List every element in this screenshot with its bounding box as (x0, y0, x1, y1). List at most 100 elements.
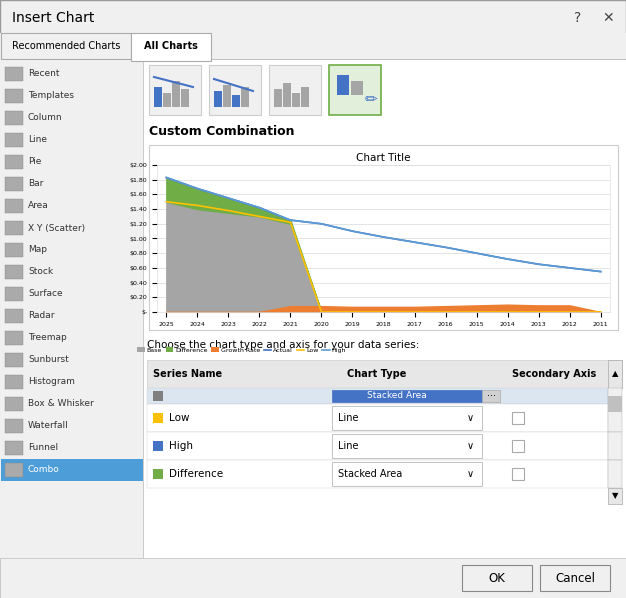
Bar (5, 375, 23, 389)
Bar (5, 397, 23, 411)
Text: ✕: ✕ (602, 11, 614, 25)
Bar (0, 33, 626, 34)
Text: Column: Column (28, 114, 63, 123)
Bar (337, 75, 349, 95)
Text: Recent: Recent (28, 69, 59, 78)
Text: Choose the chart type and axis for your data series:: Choose the chart type and axis for your … (147, 340, 419, 350)
Text: Cancel: Cancel (555, 572, 595, 584)
Bar (351, 81, 363, 95)
Text: ▼: ▼ (612, 492, 618, 501)
Bar (5, 199, 23, 213)
Bar (147, 404, 608, 432)
Text: Funnel: Funnel (28, 444, 58, 453)
Bar (181, 89, 189, 107)
Bar (143, 59, 144, 558)
Bar (5, 331, 23, 345)
Bar (154, 87, 162, 107)
Text: Surface: Surface (28, 289, 63, 298)
Bar (608, 388, 622, 404)
Bar (512, 440, 524, 452)
Bar (5, 111, 23, 125)
Text: Custom Combination: Custom Combination (149, 125, 294, 138)
Text: X Y (Scatter): X Y (Scatter) (28, 224, 85, 233)
Text: Line: Line (28, 136, 47, 145)
Bar (147, 360, 622, 388)
Bar (608, 404, 622, 432)
Bar (5, 287, 23, 301)
Bar (223, 85, 231, 107)
Bar (163, 93, 171, 107)
Bar (332, 406, 482, 430)
Bar (153, 469, 163, 479)
Bar (462, 565, 532, 591)
Title: Chart Title: Chart Title (356, 153, 411, 163)
Text: ∨: ∨ (466, 413, 473, 423)
Bar (153, 441, 163, 451)
Text: Histogram: Histogram (28, 377, 75, 386)
Text: Low: Low (169, 413, 190, 423)
Legend: Base, Difference, Growth Rate, Actual, Low, High: Base, Difference, Growth Rate, Actual, L… (138, 347, 346, 353)
Text: Sunburst: Sunburst (28, 355, 69, 365)
Bar (5, 353, 23, 367)
Bar (5, 243, 23, 257)
Bar (608, 396, 622, 412)
Text: Stock: Stock (28, 267, 53, 276)
Text: Bar: Bar (28, 179, 43, 188)
Text: Box & Whisker: Box & Whisker (28, 399, 94, 408)
Bar (172, 81, 180, 107)
Bar (1, 459, 143, 481)
Text: Difference: Difference (169, 469, 223, 479)
Bar (0, 59, 626, 558)
Text: ···: ··· (486, 391, 496, 401)
Bar (269, 65, 321, 115)
Bar (149, 145, 618, 330)
Bar (214, 91, 222, 107)
Bar (149, 65, 201, 115)
Bar (147, 432, 608, 460)
Bar (131, 33, 211, 61)
Bar (147, 388, 608, 404)
Bar (5, 89, 23, 103)
Bar (209, 65, 261, 115)
Text: Treemap: Treemap (28, 334, 67, 343)
Bar (5, 309, 23, 323)
Bar (512, 412, 524, 424)
Text: Waterfall: Waterfall (28, 422, 69, 431)
Text: Templates: Templates (28, 91, 74, 100)
Text: ?: ? (575, 11, 582, 25)
Bar (608, 460, 622, 488)
Bar (274, 89, 282, 107)
Bar (329, 65, 381, 115)
Bar (0, 59, 143, 558)
Bar (540, 565, 610, 591)
Bar (0, 558, 626, 559)
Bar (512, 468, 524, 480)
Bar (5, 419, 23, 433)
Text: High: High (169, 441, 193, 451)
Text: ▲: ▲ (612, 370, 618, 379)
Bar (0, 558, 626, 598)
Bar (301, 87, 309, 107)
Text: Area: Area (28, 202, 49, 210)
Bar (5, 265, 23, 279)
Bar (5, 133, 23, 147)
Bar (153, 391, 163, 401)
Text: ✏: ✏ (364, 92, 377, 107)
Text: ∨: ∨ (466, 441, 473, 451)
Text: OK: OK (488, 572, 505, 584)
Text: Insert Chart: Insert Chart (12, 11, 95, 25)
Bar (608, 488, 622, 504)
Text: Recommended Charts: Recommended Charts (12, 41, 120, 51)
Text: Secondary Axis: Secondary Axis (512, 369, 596, 379)
Bar (241, 87, 249, 107)
Bar (292, 93, 300, 107)
Bar (5, 67, 23, 81)
Bar (0, 33, 626, 59)
Bar (332, 434, 482, 458)
Bar (482, 390, 500, 402)
Text: ∨: ∨ (466, 469, 473, 479)
Text: Stacked Area: Stacked Area (338, 469, 403, 479)
Bar (147, 460, 608, 488)
Bar (608, 432, 622, 460)
Text: Map: Map (28, 246, 47, 255)
